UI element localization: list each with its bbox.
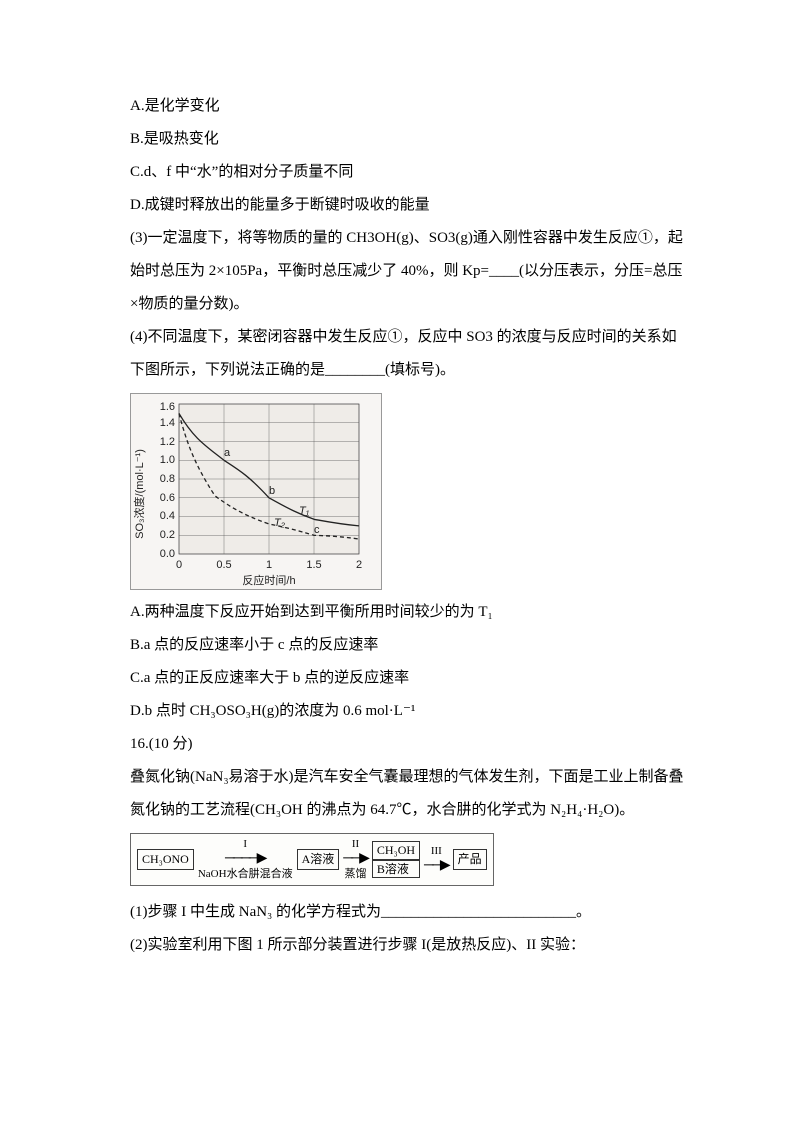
svg-text:T₂: T₂ [274,517,286,529]
svg-text:0.2: 0.2 [160,529,175,541]
svg-text:1.4: 1.4 [160,417,175,429]
y-axis-label: SO₃浓度/(mol·L⁻¹) [132,449,146,539]
svg-text:a: a [224,447,231,459]
option-line: A.两种温度下反应开始到达到平衡所用时间较少的为 T₁ [130,596,684,629]
svg-text:1.0: 1.0 [160,454,175,466]
svg-text:2: 2 [356,559,362,571]
svg-text:1.5: 1.5 [306,559,321,571]
flow-stack: CH₃OH B溶液 [372,841,420,878]
flow-arrow: III ──▶ [424,845,449,875]
x-axis-label: 反应时间/h [242,573,295,587]
svg-text:c: c [314,524,320,536]
process-flowchart: CH₃ONO I ────▶ NaOH水合肼混合液 A溶液 II ──▶ 蒸馏 … [130,833,494,886]
svg-text:0: 0 [176,559,182,571]
option-line: D.b 点时 CH₃OSO₃H(g)的浓度为 0.6 mol·L⁻¹ [130,695,684,728]
question-16-intro: 叠氮化钠(NaN₃易溶于水)是汽车安全气囊最理想的气体发生剂，下面是工业上制备叠… [130,761,684,827]
page: A.是化学变化 B.是吸热变化 C.d、f 中“水”的相对分子质量不同 D.成键… [0,0,794,1022]
question-16-2: (2)实验室利用下图 1 所示部分装置进行步骤 I(是放热反应)、II 实验： [130,929,684,962]
so3-concentration-chart: 0.0 0.2 0.4 0.6 0.8 1.0 1.2 1.4 1.6 0 0.… [130,393,382,590]
svg-text:0.4: 0.4 [160,510,175,522]
option-line: C.a 点的正反应速率大于 b 点的逆反应速率 [130,662,684,695]
flow-arrow: II ──▶ 蒸馏 [343,838,368,881]
svg-text:0.6: 0.6 [160,492,175,504]
question-16-heading: 16.(10 分) [130,728,684,761]
option-line: B.是吸热变化 [130,123,684,156]
svg-text:0.5: 0.5 [216,559,231,571]
svg-text:1.6: 1.6 [160,401,175,413]
option-line: A.是化学变化 [130,90,684,123]
question-4-intro: (4)不同温度下，某密闭容器中发生反应①，反应中 SO3 的浓度与反应时间的关系… [130,321,684,387]
option-line: C.d、f 中“水”的相对分子质量不同 [130,156,684,189]
svg-text:1.2: 1.2 [160,436,175,448]
flow-box-a: A溶液 [297,849,340,869]
option-line: D.成键时释放出的能量多于断键时吸收的能量 [130,189,684,222]
option-line: B.a 点的反应速率小于 c 点的反应速率 [130,629,684,662]
flow-start: CH₃ONO [137,849,194,869]
svg-text:0.0: 0.0 [160,548,175,560]
question-3: (3)一定温度下，将等物质的量的 CH3OH(g)、SO3(g)通入刚性容器中发… [130,222,684,321]
flow-end: 产品 [453,849,487,869]
svg-text:b: b [269,485,275,497]
svg-text:T₁: T₁ [299,505,310,517]
flow-arrow: I ────▶ NaOH水合肼混合液 [198,838,293,881]
svg-text:0.8: 0.8 [160,473,175,485]
svg-text:1: 1 [266,559,272,571]
question-16-1: (1)步骤 I 中生成 NaN₃ 的化学方程式为________________… [130,896,684,929]
